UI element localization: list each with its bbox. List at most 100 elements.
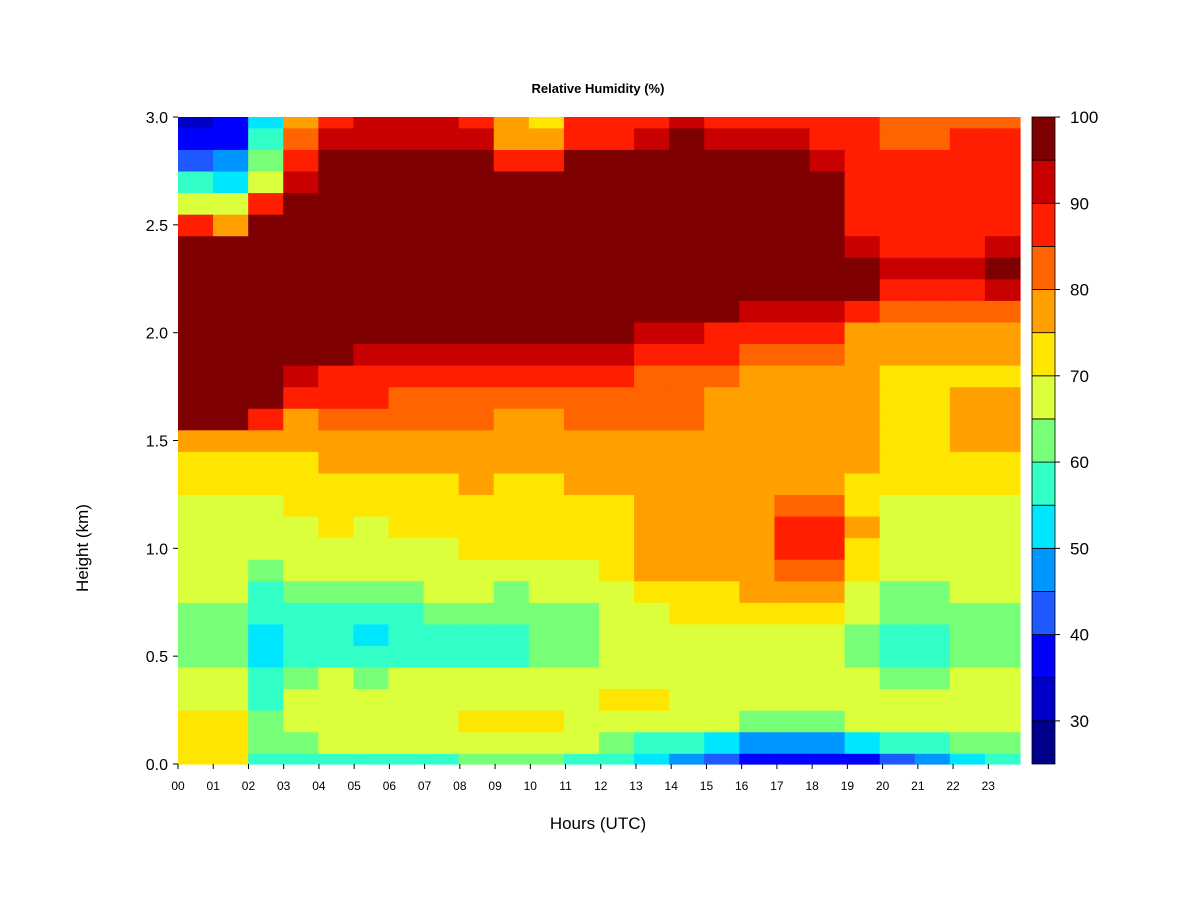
- heatmap-cell: [914, 214, 951, 237]
- heatmap-cell: [739, 710, 776, 733]
- heatmap-cell: [949, 365, 986, 388]
- heatmap-cell: [458, 451, 495, 474]
- heatmap-cell: [634, 257, 670, 280]
- heatmap-cell: [318, 127, 355, 150]
- heatmap-cell: [634, 408, 670, 431]
- heatmap-cell: [493, 235, 530, 258]
- heatmap-cell: [458, 731, 495, 754]
- heatmap-cell: [458, 192, 495, 215]
- heatmap-cell: [599, 688, 635, 711]
- heatmap-cell: [563, 278, 600, 301]
- heatmap-cell: [704, 365, 740, 388]
- heatmap-cell: [213, 170, 249, 194]
- heatmap-cell: [178, 343, 214, 366]
- heatmap-cell: [318, 494, 355, 517]
- heatmap-cell: [599, 257, 635, 280]
- heatmap-cell: [914, 537, 951, 560]
- heatmap-cell: [634, 343, 670, 366]
- heatmap-cell: [774, 494, 811, 517]
- heatmap-cell: [914, 559, 951, 582]
- heatmap-cell: [353, 623, 390, 646]
- heatmap-cell: [774, 300, 811, 323]
- heatmap-cell: [493, 666, 530, 690]
- heatmap-cell: [423, 408, 460, 431]
- heatmap-cell: [984, 214, 1021, 237]
- heatmap-cell: [949, 257, 986, 280]
- heatmap-cell: [283, 343, 319, 366]
- heatmap-cell: [809, 386, 846, 409]
- heatmap-cell: [634, 623, 670, 646]
- heatmap-cell: [458, 515, 495, 539]
- heatmap-cell: [388, 645, 425, 668]
- heatmap-cell: [458, 257, 495, 280]
- heatmap-cell: [353, 537, 390, 560]
- heatmap-cell: [774, 580, 811, 603]
- heatmap-cell: [388, 451, 425, 474]
- heatmap-cell: [318, 192, 355, 215]
- heatmap-cell: [318, 580, 355, 603]
- heatmap-cell: [634, 645, 670, 668]
- heatmap-cell: [353, 515, 390, 539]
- heatmap-cell: [669, 537, 705, 560]
- heatmap-cell: [283, 472, 319, 496]
- heatmap-cell: [704, 710, 740, 733]
- heatmap-cell: [213, 753, 249, 765]
- heatmap-cell: [458, 127, 495, 150]
- heatmap-cell: [353, 386, 390, 409]
- heatmap-cell: [458, 300, 495, 323]
- heatmap-cell: [353, 257, 390, 280]
- heatmap-cell: [949, 408, 986, 431]
- heatmap-cell: [739, 386, 776, 409]
- heatmap-cell: [353, 731, 390, 754]
- heatmap-cell: [458, 602, 495, 625]
- heatmap-cell: [914, 127, 951, 150]
- heatmap-cell: [353, 451, 390, 474]
- heatmap-cell: [669, 257, 705, 280]
- heatmap-cell: [423, 645, 460, 668]
- heatmap-cell: [844, 472, 881, 496]
- heatmap-cell: [318, 278, 355, 301]
- heatmap-cell: [809, 365, 846, 388]
- heatmap-cell: [774, 515, 811, 539]
- heatmap-cell: [318, 321, 355, 345]
- colorbar-swatch: [1031, 461, 1056, 506]
- heatmap-cell: [949, 731, 986, 754]
- heatmap-cell: [388, 559, 425, 582]
- heatmap-cell: [563, 559, 600, 582]
- heatmap-cell: [178, 494, 214, 517]
- heatmap-cell: [739, 537, 776, 560]
- heatmap-cell: [318, 623, 355, 646]
- heatmap-cell: [669, 149, 705, 172]
- heatmap-cell: [353, 365, 390, 388]
- colorbar-swatch: [1031, 720, 1056, 765]
- heatmap-cell: [914, 149, 951, 172]
- heatmap-cell: [178, 515, 214, 539]
- heatmap-cell: [634, 321, 670, 345]
- heatmap-cell: [528, 408, 565, 431]
- heatmap-cell: [178, 192, 214, 215]
- heatmap-cell: [704, 257, 740, 280]
- heatmap-cell: [423, 666, 460, 690]
- heatmap-cell: [914, 472, 951, 496]
- heatmap-cell: [634, 688, 670, 711]
- heatmap-cell: [809, 537, 846, 560]
- x-tick-label: 07: [418, 779, 432, 793]
- heatmap-cell: [423, 257, 460, 280]
- y-tick-label: 0.5: [146, 649, 168, 666]
- heatmap-cell: [739, 235, 776, 258]
- heatmap-cell: [213, 386, 249, 409]
- heatmap-cell: [634, 127, 670, 150]
- heatmap-cell: [984, 451, 1021, 474]
- heatmap-cell: [809, 494, 846, 517]
- heatmap-cell: [774, 386, 811, 409]
- heatmap-cell: [634, 580, 670, 603]
- heatmap-cell: [388, 343, 425, 366]
- heatmap-cell: [283, 235, 319, 258]
- heatmap-cell: [458, 117, 495, 129]
- heatmap-cell: [879, 365, 916, 388]
- heatmap-cell: [248, 278, 284, 301]
- x-tick-label: 06: [383, 779, 397, 793]
- heatmap-cell: [914, 386, 951, 409]
- heatmap-cell: [704, 580, 740, 603]
- heatmap-cell: [213, 235, 249, 258]
